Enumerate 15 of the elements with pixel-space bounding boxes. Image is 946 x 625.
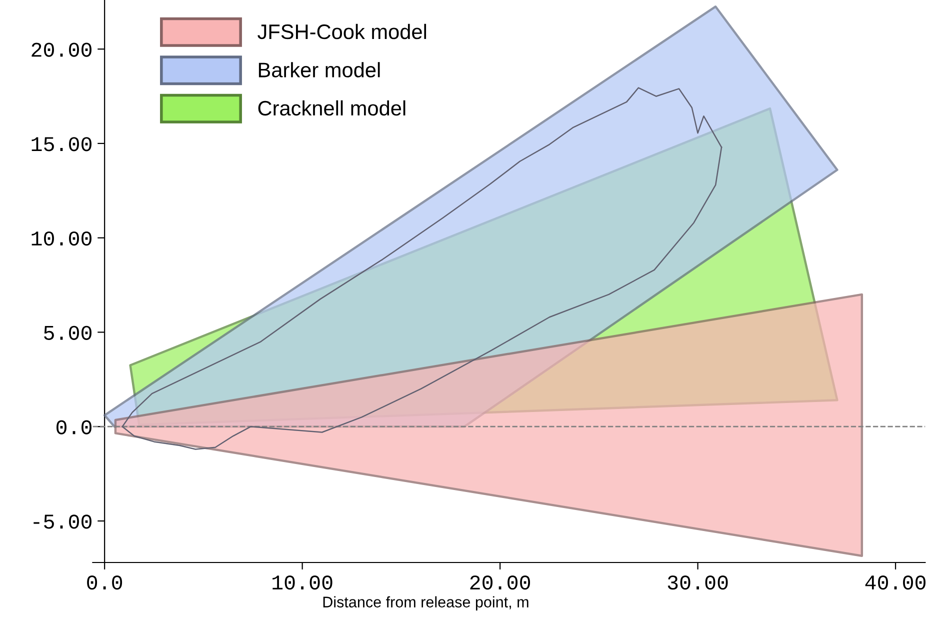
x-tick-label: 10.00 [272, 575, 332, 590]
legend-label: Cracknell model [258, 100, 406, 116]
y-tick-label: 0.0 [56, 420, 92, 434]
x-tick-label: 40.00 [865, 575, 926, 590]
y-tick-label: 15.00 [32, 137, 92, 152]
y-tick-label: 5.00 [44, 326, 92, 340]
y-tick-label: 20.00 [32, 42, 92, 57]
x-tick-label: 30.00 [668, 575, 728, 590]
y-tick-label: 10.00 [32, 231, 92, 246]
x-tick-label: 0.0 [87, 575, 122, 590]
y-tick-label: -5.00 [34, 514, 92, 529]
x-axis-title: Distance from release point, m [323, 596, 528, 610]
legend-label: JFSH-Cook model [258, 24, 426, 40]
legend-label: Barker model [258, 62, 380, 78]
x-tick-label: 20.00 [470, 575, 530, 590]
